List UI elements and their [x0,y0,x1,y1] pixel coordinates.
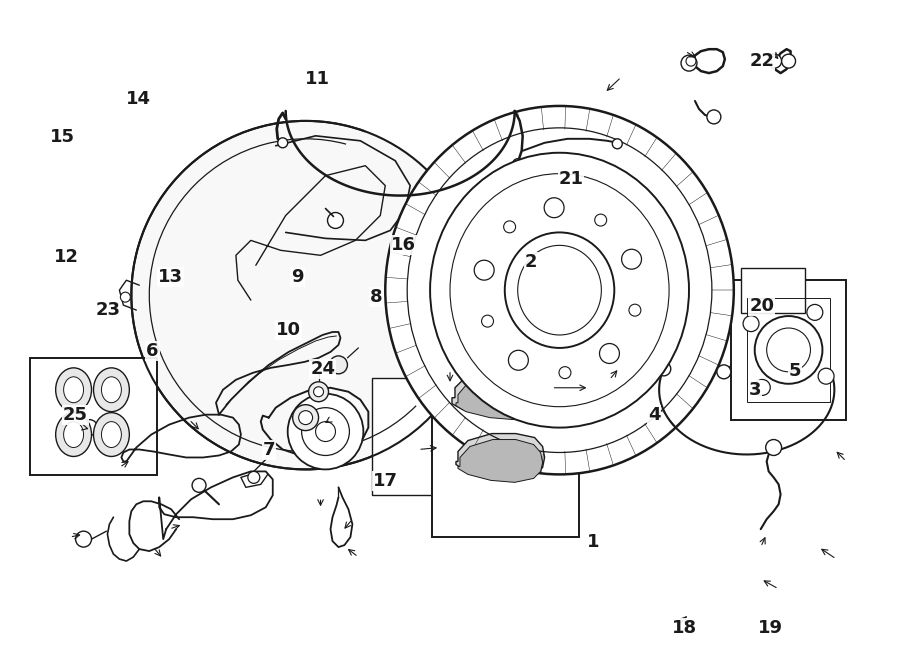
Circle shape [755,316,823,384]
Ellipse shape [64,377,84,402]
Polygon shape [456,376,544,420]
Text: 18: 18 [672,619,698,637]
Circle shape [544,198,564,218]
Circle shape [818,368,834,384]
Polygon shape [456,434,544,479]
Text: 7: 7 [263,441,275,459]
Text: 16: 16 [391,236,416,254]
Circle shape [474,260,494,280]
Text: 25: 25 [63,406,88,424]
Circle shape [328,213,344,228]
Text: 17: 17 [373,472,398,491]
Circle shape [743,316,759,332]
Text: 12: 12 [54,248,79,266]
Circle shape [313,387,323,397]
Text: 11: 11 [305,70,330,88]
Circle shape [192,479,206,493]
Text: 2: 2 [525,253,537,271]
Circle shape [595,214,607,226]
Circle shape [766,440,781,455]
Circle shape [622,250,642,269]
Ellipse shape [64,422,84,448]
Ellipse shape [430,153,689,428]
Circle shape [329,356,347,374]
Circle shape [681,55,697,71]
Bar [731,280,846,420]
Ellipse shape [94,368,130,412]
Text: 19: 19 [759,619,783,637]
Text: 3: 3 [749,381,761,399]
Text: 5: 5 [788,361,801,379]
Ellipse shape [385,106,734,475]
Text: 23: 23 [95,301,120,319]
Text: 1: 1 [587,533,599,551]
Text: 4: 4 [648,406,661,424]
Polygon shape [452,372,547,418]
Text: 8: 8 [370,288,382,306]
Bar [747,298,831,402]
Circle shape [807,305,823,320]
Text: 9: 9 [292,268,304,286]
Ellipse shape [102,377,122,402]
Circle shape [508,350,528,370]
Circle shape [588,376,611,400]
Polygon shape [458,440,543,483]
Text: 14: 14 [126,90,150,108]
Circle shape [299,410,312,424]
Text: 10: 10 [276,320,302,339]
Text: 22: 22 [750,52,774,70]
Circle shape [768,54,781,68]
Circle shape [82,420,97,436]
Text: 15: 15 [50,128,76,146]
Circle shape [706,110,721,124]
Circle shape [599,344,619,363]
Circle shape [593,382,606,394]
Circle shape [302,408,349,455]
Bar [373,378,437,495]
Circle shape [652,344,667,360]
Circle shape [717,365,731,379]
Circle shape [767,328,811,372]
Ellipse shape [94,412,130,457]
Bar [432,360,580,537]
Circle shape [309,382,328,402]
Circle shape [248,471,260,483]
Text: 13: 13 [158,268,183,286]
Text: 6: 6 [146,342,158,359]
Bar [741,268,805,313]
Ellipse shape [505,232,615,348]
Text: 20: 20 [750,297,774,315]
Circle shape [121,292,130,302]
Ellipse shape [56,368,92,412]
Circle shape [513,159,523,169]
Ellipse shape [56,412,92,457]
Circle shape [278,138,288,148]
Circle shape [781,54,796,68]
Circle shape [612,139,622,149]
Circle shape [482,315,493,327]
Bar [30,358,158,475]
Circle shape [657,362,670,376]
Circle shape [288,394,364,469]
Text: 24: 24 [310,360,335,378]
Circle shape [559,367,571,379]
Circle shape [754,379,770,395]
Circle shape [316,422,336,442]
Circle shape [292,404,319,430]
Circle shape [686,56,696,66]
Text: 21: 21 [559,170,583,189]
Circle shape [131,121,480,469]
Circle shape [504,221,516,233]
Circle shape [629,305,641,316]
Ellipse shape [102,422,122,448]
Circle shape [76,531,92,547]
